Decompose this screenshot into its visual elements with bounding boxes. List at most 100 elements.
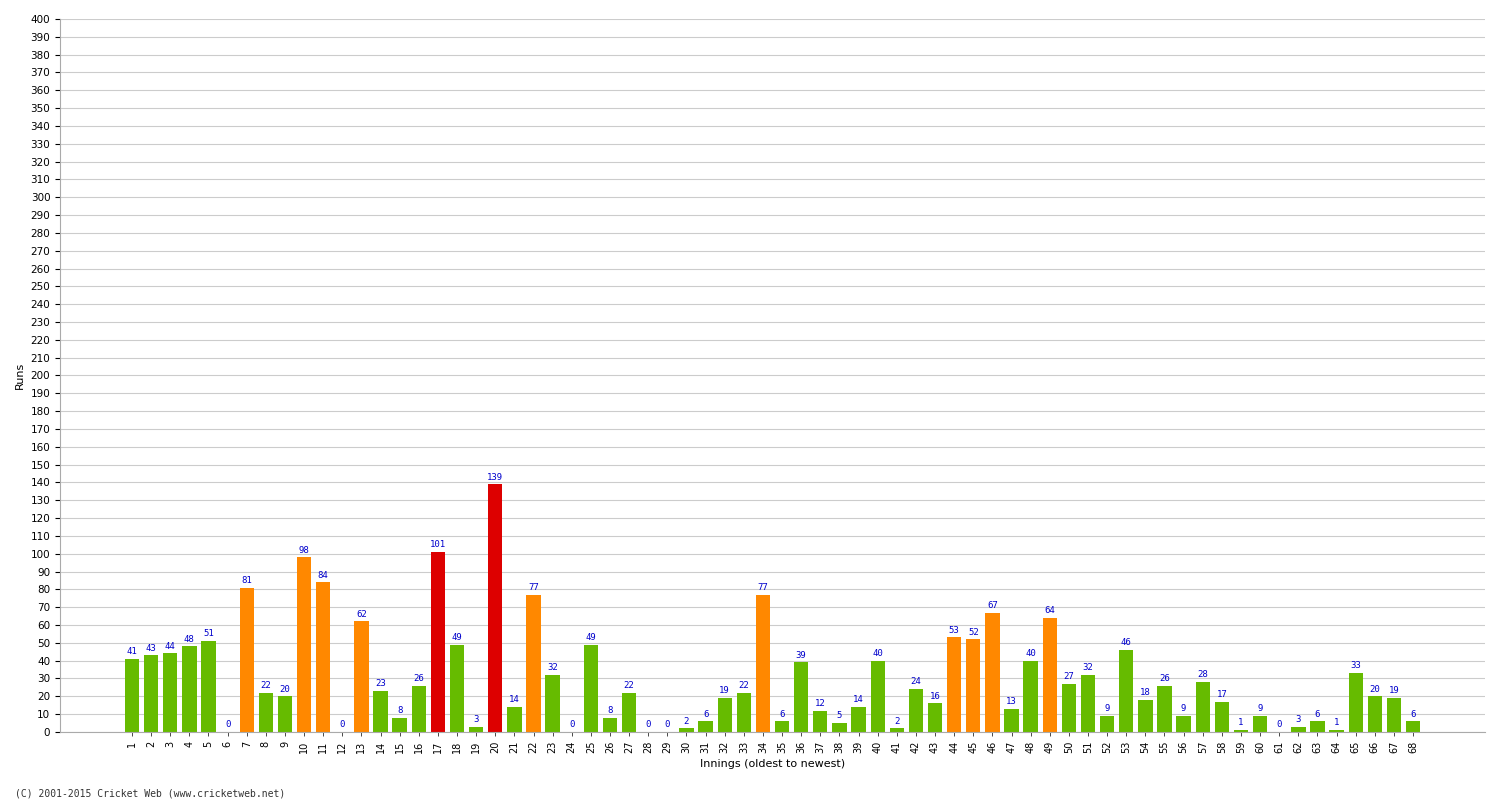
Bar <box>1215 702 1228 732</box>
Text: 6: 6 <box>780 710 784 718</box>
Text: 44: 44 <box>165 642 176 651</box>
Y-axis label: Runs: Runs <box>15 362 26 389</box>
Text: 77: 77 <box>758 583 768 592</box>
Text: 8: 8 <box>398 706 402 715</box>
Text: 32: 32 <box>1083 663 1094 672</box>
Text: 53: 53 <box>950 626 960 634</box>
Text: 32: 32 <box>548 663 558 672</box>
Text: 14: 14 <box>853 695 864 704</box>
Bar <box>776 722 789 732</box>
Text: 62: 62 <box>356 610 368 618</box>
Bar <box>1292 726 1305 732</box>
Bar <box>1023 661 1038 732</box>
Text: 67: 67 <box>987 601 998 610</box>
Text: 98: 98 <box>298 546 309 554</box>
Bar <box>928 703 942 732</box>
Bar <box>354 622 369 732</box>
Text: 24: 24 <box>910 678 921 686</box>
Bar <box>240 587 254 732</box>
Bar <box>546 675 560 732</box>
Text: 28: 28 <box>1197 670 1208 679</box>
Bar <box>699 722 712 732</box>
Text: 2: 2 <box>894 717 900 726</box>
Text: 22: 22 <box>624 681 634 690</box>
Bar <box>1082 675 1095 732</box>
Bar <box>946 638 962 732</box>
Text: 16: 16 <box>930 692 940 701</box>
Bar <box>622 693 636 732</box>
Bar <box>1252 716 1268 732</box>
Bar <box>1158 686 1172 732</box>
Bar <box>278 696 292 732</box>
Text: 17: 17 <box>1216 690 1227 699</box>
Bar <box>526 594 540 732</box>
X-axis label: Innings (oldest to newest): Innings (oldest to newest) <box>700 759 844 769</box>
Text: 20: 20 <box>279 685 291 694</box>
Bar <box>393 718 406 732</box>
Text: 0: 0 <box>339 720 345 730</box>
Bar <box>297 558 310 732</box>
Bar <box>1406 722 1420 732</box>
Bar <box>1042 618 1058 732</box>
Text: 3: 3 <box>1296 715 1300 724</box>
Text: 51: 51 <box>202 630 214 638</box>
Bar <box>852 707 865 732</box>
Text: 5: 5 <box>837 711 842 720</box>
Text: 0: 0 <box>225 720 231 730</box>
Bar <box>794 662 808 732</box>
Text: 13: 13 <box>1007 697 1017 706</box>
Text: 14: 14 <box>509 695 520 704</box>
Bar <box>1138 700 1152 732</box>
Bar <box>488 484 502 732</box>
Bar <box>736 693 752 732</box>
Bar <box>124 659 140 732</box>
Text: 22: 22 <box>261 681 272 690</box>
Text: 46: 46 <box>1120 638 1131 647</box>
Bar <box>374 691 387 732</box>
Bar <box>1100 716 1114 732</box>
Bar <box>966 639 981 732</box>
Bar <box>986 613 999 732</box>
Text: 81: 81 <box>242 576 252 585</box>
Bar <box>813 710 828 732</box>
Text: 33: 33 <box>1350 662 1360 670</box>
Bar <box>870 661 885 732</box>
Bar <box>717 698 732 732</box>
Bar <box>470 726 483 732</box>
Text: 26: 26 <box>414 674 424 683</box>
Text: 0: 0 <box>1276 720 1282 730</box>
Text: 0: 0 <box>645 720 651 730</box>
Bar <box>201 641 216 732</box>
Text: 6: 6 <box>1316 710 1320 718</box>
Bar <box>507 707 522 732</box>
Text: 2: 2 <box>684 717 688 726</box>
Text: 41: 41 <box>126 647 138 656</box>
Text: (C) 2001-2015 Cricket Web (www.cricketweb.net): (C) 2001-2015 Cricket Web (www.cricketwe… <box>15 788 285 798</box>
Text: 8: 8 <box>608 706 612 715</box>
Bar <box>258 693 273 732</box>
Text: 9: 9 <box>1257 704 1263 714</box>
Bar <box>1348 673 1364 732</box>
Text: 101: 101 <box>430 540 445 550</box>
Text: 39: 39 <box>796 650 807 660</box>
Text: 22: 22 <box>738 681 748 690</box>
Text: 19: 19 <box>1389 686 1400 695</box>
Bar <box>1368 696 1382 732</box>
Text: 84: 84 <box>318 570 328 579</box>
Text: 0: 0 <box>568 720 574 730</box>
Text: 40: 40 <box>1026 649 1036 658</box>
Text: 0: 0 <box>664 720 670 730</box>
Text: 20: 20 <box>1370 685 1380 694</box>
Bar <box>584 645 598 732</box>
Bar <box>756 594 770 732</box>
Text: 19: 19 <box>720 686 730 695</box>
Bar <box>164 654 177 732</box>
Text: 6: 6 <box>704 710 708 718</box>
Text: 9: 9 <box>1104 704 1110 714</box>
Bar <box>1196 682 1210 732</box>
Bar <box>1329 730 1344 732</box>
Bar <box>1119 650 1134 732</box>
Bar <box>430 552 445 732</box>
Text: 1: 1 <box>1239 718 1244 727</box>
Text: 9: 9 <box>1180 704 1186 714</box>
